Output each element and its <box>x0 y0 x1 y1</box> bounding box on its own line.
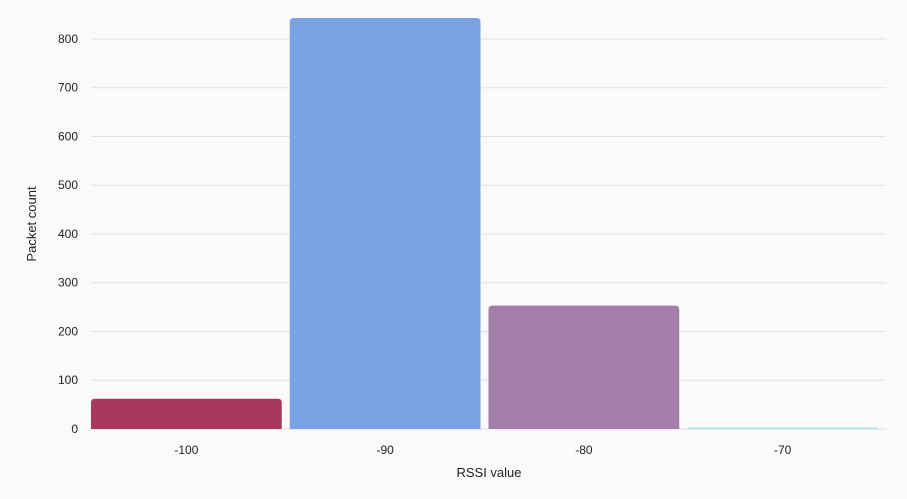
y-tick-label: 0 <box>71 422 78 436</box>
x-tick-label: -70 <box>774 443 792 457</box>
y-tick-label: 800 <box>58 32 78 46</box>
y-tick-label: 400 <box>58 227 78 241</box>
y-axis-ticks: 0 100 200 300 400 500 600 700 800 <box>58 32 78 436</box>
y-tick-label: 100 <box>58 373 78 387</box>
y-tick-label: 500 <box>58 178 78 192</box>
bar--70[interactable] <box>687 427 878 430</box>
x-tick-label: -100 <box>174 443 198 457</box>
y-tick-label: 200 <box>58 324 78 338</box>
bar--100[interactable] <box>91 398 282 429</box>
bars <box>91 18 878 429</box>
x-tick-label: -90 <box>376 443 394 457</box>
y-tick-label: 700 <box>58 81 78 95</box>
bar--90[interactable] <box>289 18 481 429</box>
y-axis-title: Packet count <box>24 186 39 262</box>
x-axis-ticks: -100 -90 -80 -70 <box>174 443 791 457</box>
bar--80[interactable] <box>488 305 680 429</box>
y-tick-label: 600 <box>58 129 78 143</box>
x-tick-label: -80 <box>575 443 593 457</box>
x-axis-title: RSSI value <box>456 465 521 480</box>
y-tick-label: 300 <box>58 276 78 290</box>
gridlines <box>91 38 886 430</box>
